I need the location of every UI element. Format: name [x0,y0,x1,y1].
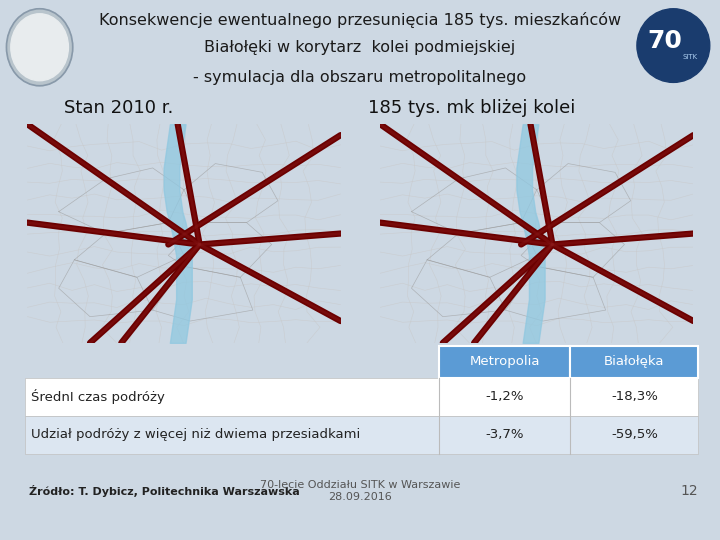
Text: Stan 2010 r.: Stan 2010 r. [64,99,174,117]
Text: -1,2%: -1,2% [485,390,524,403]
Text: Metropolia: Metropolia [469,355,540,368]
Text: SITK: SITK [683,55,698,60]
Text: - symulacja dla obszaru metropolitalnego: - symulacja dla obszaru metropolitalnego [194,70,526,85]
Text: -59,5%: -59,5% [611,428,658,441]
Text: Źródło: T. Dybicz, Politechnika Warszawska: Źródło: T. Dybicz, Politechnika Warszaws… [29,485,300,497]
Bar [25,378,698,416]
Text: Białołęki w korytarz  kolei podmiejskiej: Białołęki w korytarz kolei podmiejskiej [204,40,516,55]
Text: ŚrednI czas podróży: ŚrednI czas podróży [31,389,165,404]
Bar [25,416,698,454]
Text: Białołęka: Białołęka [604,355,665,368]
Circle shape [11,14,68,80]
Text: Udział podróży z więcej niż dwiema przesiadkami: Udział podróży z więcej niż dwiema przes… [31,428,361,441]
Circle shape [6,9,73,86]
Bar [439,346,570,378]
Text: 70: 70 [647,29,683,52]
Text: -3,7%: -3,7% [485,428,524,441]
Text: 12: 12 [681,484,698,498]
Text: -18,3%: -18,3% [611,390,658,403]
Text: 28.09.2016: 28.09.2016 [328,492,392,502]
Text: 185 tys. mk bliżej kolei: 185 tys. mk bliżej kolei [368,99,575,117]
Text: 70-lecie Oddziału SITK w Warszawie: 70-lecie Oddziału SITK w Warszawie [260,481,460,490]
Circle shape [637,9,710,83]
Text: Konsekwencje ewentualnego przesunięcia 185 tys. mieszkańców: Konsekwencje ewentualnego przesunięcia 1… [99,12,621,28]
Bar [570,346,698,378]
